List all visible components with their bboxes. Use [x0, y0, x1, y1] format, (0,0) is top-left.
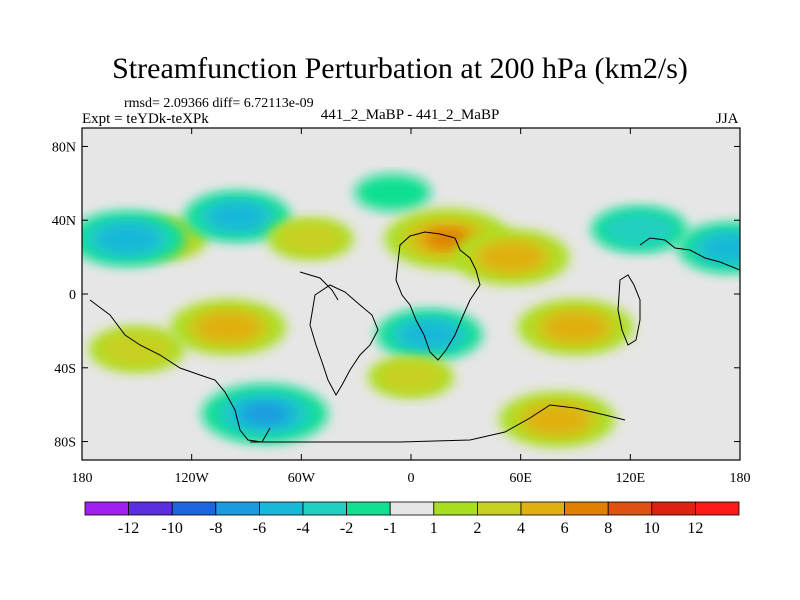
colorbar-swatch: [433, 501, 478, 516]
colorbar-swatch: [171, 501, 217, 516]
colorbar-swatch: [651, 501, 696, 516]
colorbar-swatch: [564, 501, 609, 516]
field-contour: [276, 222, 345, 255]
colorbar-label: -12: [118, 520, 139, 537]
x-tick-label: 60E: [509, 471, 532, 486]
colorbar-label: 6: [561, 520, 569, 537]
coastline-australia: [617, 274, 641, 346]
y-tick-label: 40S: [54, 362, 76, 377]
colorbar-label: 4: [517, 520, 525, 537]
colorbar-label: 10: [644, 520, 660, 537]
colorbar-label: -2: [340, 520, 353, 537]
field-n-pacific-neg: [82, 211, 186, 266]
rmsd-subtitle: rmsd= 2.09366 diff= 6.72113e-09: [124, 96, 314, 111]
y-tick-label: 40N: [52, 214, 76, 229]
field-contour: [99, 331, 175, 368]
field-contour: [602, 211, 677, 248]
x-tick-label: 180: [730, 471, 751, 486]
field-s-atlantic-neg: [376, 309, 483, 360]
field-asia-pos: [453, 229, 570, 285]
colorbar-label: 12: [687, 520, 703, 537]
colorbar-label: 2: [473, 520, 481, 537]
field-contour: [195, 311, 261, 343]
x-tick-label: 120W: [175, 471, 210, 486]
colorbar-swatch: [302, 501, 347, 516]
colorbar-label: 8: [604, 520, 612, 537]
colorbar-swatch: [520, 501, 565, 516]
colorbar-swatch: [128, 501, 173, 516]
season-label: JJA: [716, 111, 739, 127]
chart-title: Streamfunction Perturbation at 200 hPa (…: [112, 52, 688, 85]
colorbar-label: -10: [162, 520, 183, 537]
field-contour: [377, 360, 445, 394]
colorbar-label: -6: [253, 520, 266, 537]
y-tick-label: 80S: [54, 436, 76, 451]
colorbar-swatch: [607, 501, 653, 516]
colorbar-label: 1: [430, 520, 438, 537]
y-tick-label: 80N: [52, 140, 76, 155]
experiment-subtitle: Expt = teYDk-teXPk: [82, 111, 209, 127]
case-subtitle: 441_2_MaBP - 441_2_MaBP: [320, 107, 500, 123]
field-n-america-pos-small: [267, 218, 354, 260]
field-contour: [95, 223, 161, 254]
field-n-atlantic-neg: [354, 174, 431, 211]
field-contour: [354, 174, 431, 211]
coastline-europe: [299, 271, 339, 301]
coastline-asia: [639, 237, 740, 271]
x-tick-label: 60W: [288, 471, 316, 486]
field-contour: [207, 202, 268, 231]
field-s-pacific-low-neg: [88, 326, 185, 373]
field-contour: [524, 404, 590, 435]
field-s-indian-pos: [499, 392, 616, 447]
colorbar-swatch: [695, 501, 740, 516]
y-tick-label: 0: [69, 288, 76, 303]
colorbar-swatch: [476, 501, 522, 516]
field-contour: [243, 403, 287, 424]
x-tick-label: 180: [72, 471, 93, 486]
colorbar-label: -8: [209, 520, 222, 537]
colorbar-swatch: [389, 501, 435, 516]
colorbar-swatch: [346, 501, 391, 516]
field-s-atlantic-south-pos: [368, 356, 454, 398]
field-n-america-neg: [184, 191, 291, 242]
coastline-south-america: [309, 284, 379, 397]
field-contour: [399, 320, 459, 349]
coastline-north-america: [89, 299, 271, 443]
field-n-pacific-west-neg: [591, 206, 688, 253]
colorbar-label: -4: [296, 520, 309, 537]
field-far-east-neg: [677, 222, 740, 273]
coastline-antarctica: [250, 404, 626, 443]
x-tick-label: 0: [408, 471, 415, 486]
colorbar-label: -1: [384, 520, 397, 537]
field-contour: [543, 311, 608, 343]
field-indian-ocean-pos: [517, 300, 634, 355]
field-s-pacific-pos: [170, 300, 287, 355]
coastline-africa: [395, 231, 481, 361]
colorbar-swatch: [258, 501, 304, 516]
field-contour: [701, 233, 740, 262]
colorbar-swatch: [215, 501, 260, 516]
x-tick-label: 120E: [616, 471, 646, 486]
field-southern-ocean-neg: [201, 384, 328, 444]
field-contour: [479, 241, 545, 273]
colorbar-swatch: [84, 501, 129, 516]
